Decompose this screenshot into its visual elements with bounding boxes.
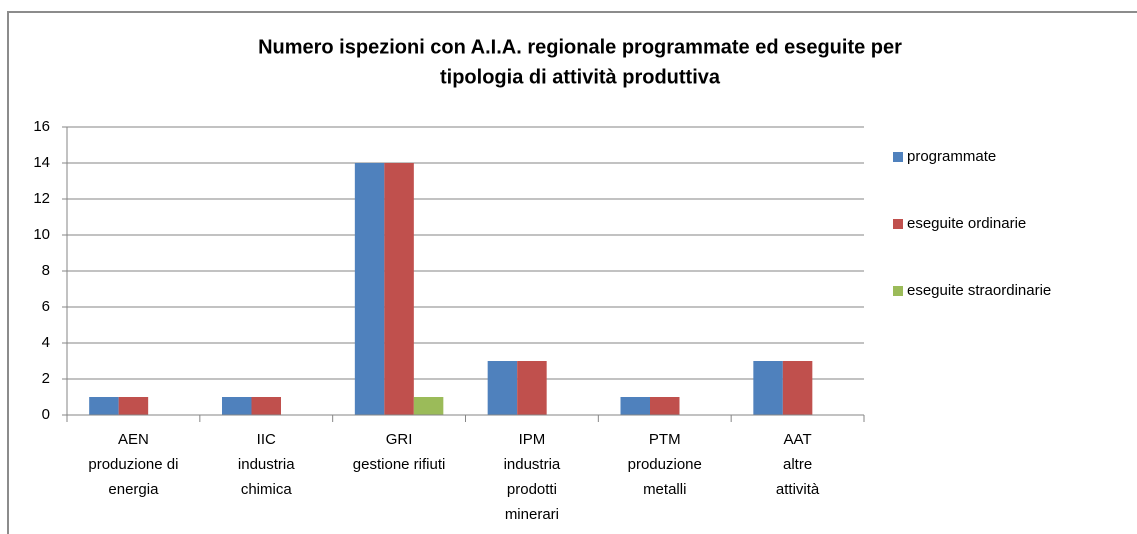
x-tick-label: produzione di (88, 456, 178, 473)
legend-swatch (893, 152, 903, 162)
chart-frame (7, 11, 1137, 534)
x-tick-label: produzione (628, 456, 702, 473)
legend-label: programmate (907, 148, 996, 165)
y-tick-label: 6 (42, 298, 50, 315)
bar (650, 397, 680, 415)
x-tick-label: minerari (505, 506, 559, 523)
x-tick-label: prodotti (507, 481, 557, 498)
bar (620, 397, 650, 415)
x-tick-label: GRI (386, 431, 413, 448)
bar (782, 361, 813, 415)
legend-label: eseguite ordinarie (907, 215, 1026, 232)
x-tick-label: AAT (784, 431, 812, 448)
x-tick-label: attività (776, 481, 820, 498)
x-tick-label: altre (783, 456, 812, 473)
x-tick-label: chimica (241, 481, 293, 498)
y-tick-label: 14 (33, 154, 50, 171)
bar (89, 397, 119, 415)
bar (354, 163, 385, 415)
x-tick-label: AEN (118, 431, 149, 448)
y-tick-label: 10 (33, 226, 50, 243)
legend-label: eseguite straordinarie (907, 282, 1051, 299)
y-tick-label: 12 (33, 190, 50, 207)
bar (251, 397, 281, 415)
y-tick-label: 0 (42, 406, 50, 423)
bar (413, 397, 444, 415)
x-tick-label: energia (108, 481, 159, 498)
x-tick-label: PTM (649, 431, 681, 448)
x-tick-label: IIC (257, 431, 276, 448)
chart-title: Numero ispezioni con A.I.A. regionale pr… (258, 36, 902, 58)
y-tick-label: 2 (42, 370, 50, 387)
y-tick-label: 8 (42, 262, 50, 279)
y-tick-label: 4 (42, 334, 50, 351)
x-tick-label: industria (238, 456, 295, 473)
bar (487, 361, 518, 415)
bar (222, 397, 252, 415)
chart-title: tipologia di attività produttiva (440, 66, 721, 88)
bar (118, 397, 149, 415)
bar (753, 361, 783, 415)
x-tick-label: IPM (519, 431, 546, 448)
x-tick-label: gestione rifiuti (353, 456, 446, 473)
bar (517, 361, 547, 415)
x-tick-label: metalli (643, 481, 686, 498)
y-tick-label: 16 (33, 118, 50, 135)
legend-swatch (893, 219, 903, 229)
legend-swatch (893, 286, 903, 296)
bar (384, 163, 414, 415)
x-tick-label: industria (504, 456, 561, 473)
